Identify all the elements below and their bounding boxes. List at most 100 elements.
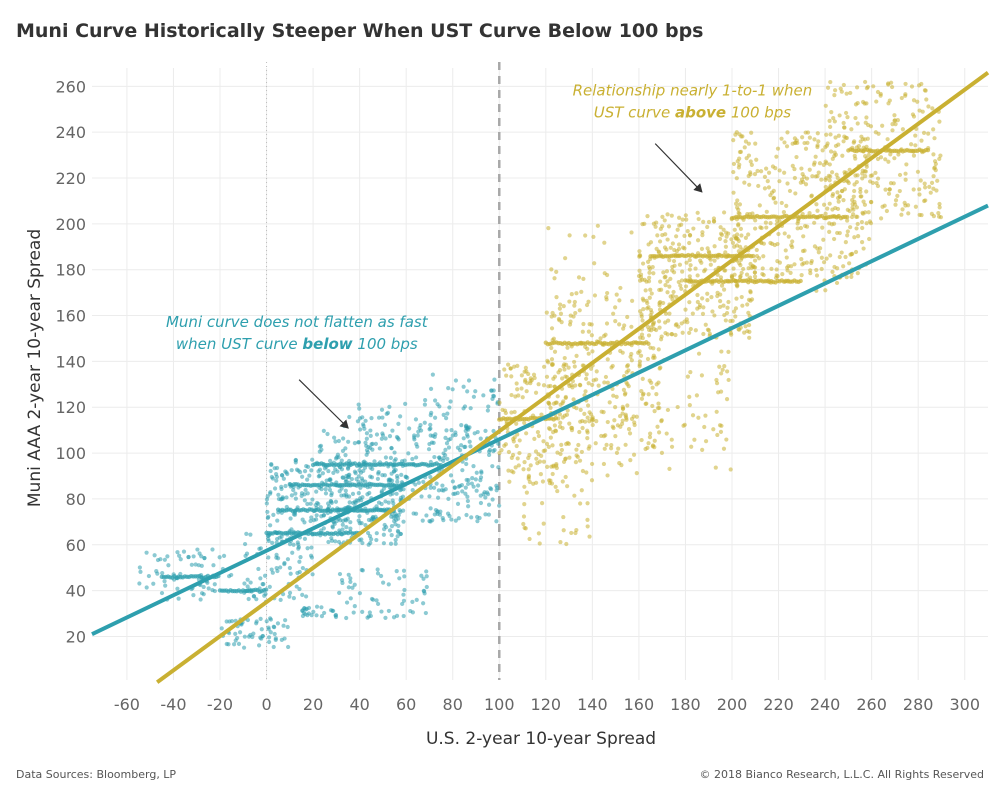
scatter-point [366, 517, 372, 523]
scatter-point [479, 470, 484, 475]
scatter-point [748, 170, 753, 175]
scatter-point [375, 601, 381, 607]
scatter-point [233, 631, 238, 636]
scatter-point [563, 374, 568, 379]
scatter-point [536, 531, 541, 536]
scatter-point [549, 345, 554, 351]
scatter-point [189, 562, 194, 567]
scatter-point [695, 292, 700, 298]
scatter-point [486, 502, 492, 507]
scatter-point [248, 580, 253, 585]
scatter-point [775, 146, 781, 151]
scatter-point [373, 441, 378, 446]
scatter-point [777, 179, 782, 184]
scatter-point [287, 594, 292, 599]
scatter-point [555, 488, 560, 494]
scatter-point [687, 330, 692, 335]
scatter-point [258, 576, 263, 581]
scatter-point [392, 450, 397, 455]
scatter-point [641, 307, 646, 312]
scatter-point [878, 216, 884, 221]
scatter-point [396, 516, 401, 521]
scatter-point [827, 118, 832, 123]
scatter-point [541, 383, 547, 388]
scatter-point [835, 195, 841, 201]
scatter-point [381, 532, 386, 537]
scatter-point [262, 573, 268, 578]
scatter-point [700, 296, 705, 301]
scatter-point [785, 130, 790, 135]
scatter-point [365, 492, 370, 497]
scatter-point [347, 414, 352, 420]
scatter-point [931, 152, 936, 157]
scatter-point [300, 474, 305, 479]
scatter-point [915, 169, 921, 174]
scatter-point [537, 541, 542, 546]
scatter-point [665, 290, 670, 295]
scatter-point [850, 251, 855, 256]
scatter-point [560, 401, 565, 406]
scatter-point [721, 210, 727, 215]
scatter-point [574, 353, 579, 358]
scatter-point [658, 226, 663, 231]
scatter-point [625, 403, 630, 408]
scatter-point [604, 321, 610, 326]
scatter-point [344, 492, 349, 497]
scatter-point [586, 403, 591, 408]
x-tick-label: 300 [949, 695, 980, 714]
scatter-point [559, 442, 564, 448]
scatter-point [388, 541, 394, 546]
scatter-point [591, 234, 596, 240]
scatter-point [219, 626, 224, 631]
scatter-point [766, 170, 772, 175]
scatter-point [565, 408, 570, 413]
scatter-point [807, 167, 812, 172]
scatter-point [449, 427, 454, 433]
scatter-point [550, 362, 555, 367]
scatter-point [747, 329, 752, 334]
scatter-point [331, 470, 336, 475]
scatter-point [257, 546, 262, 551]
scatter-point [742, 330, 747, 335]
scatter-point [378, 573, 384, 579]
scatter-point [585, 430, 590, 435]
scatter-point [339, 458, 344, 463]
scatter-point [254, 619, 259, 624]
scatter-point [831, 221, 837, 226]
scatter-point [593, 441, 598, 446]
scatter-point [617, 322, 622, 327]
scatter-point [724, 230, 729, 235]
scatter-point [601, 333, 607, 339]
scatter-point [446, 496, 451, 501]
scatter-point [762, 174, 768, 179]
scatter-point [386, 608, 391, 614]
scatter-point [346, 585, 351, 590]
scatter-point [552, 423, 557, 428]
scatter-point [564, 362, 569, 367]
scatter-point [138, 569, 143, 574]
scatter-point [370, 447, 375, 452]
scatter-point [757, 203, 762, 208]
scatter-point [858, 194, 863, 199]
scatter-point [464, 477, 469, 483]
scatter-point [652, 438, 657, 443]
scatter-point [920, 109, 925, 114]
y-tick-label: 160 [55, 307, 86, 326]
scatter-point [585, 501, 590, 506]
scatter-point [445, 456, 450, 461]
scatter-point [357, 538, 362, 543]
scatter-point [175, 586, 180, 591]
scatter-point [376, 470, 381, 475]
scatter-point [463, 485, 468, 490]
scatter-point [758, 225, 763, 230]
scatter-point [522, 502, 527, 507]
scatter-point [919, 212, 924, 218]
scatter-point [659, 419, 664, 424]
scatter-point [924, 97, 929, 102]
scatter-point [747, 335, 752, 340]
scatter-point [640, 222, 645, 227]
scatter-point [286, 644, 291, 650]
scatter-point [667, 258, 672, 263]
scatter-point [288, 516, 293, 521]
scatter-point [724, 234, 729, 239]
